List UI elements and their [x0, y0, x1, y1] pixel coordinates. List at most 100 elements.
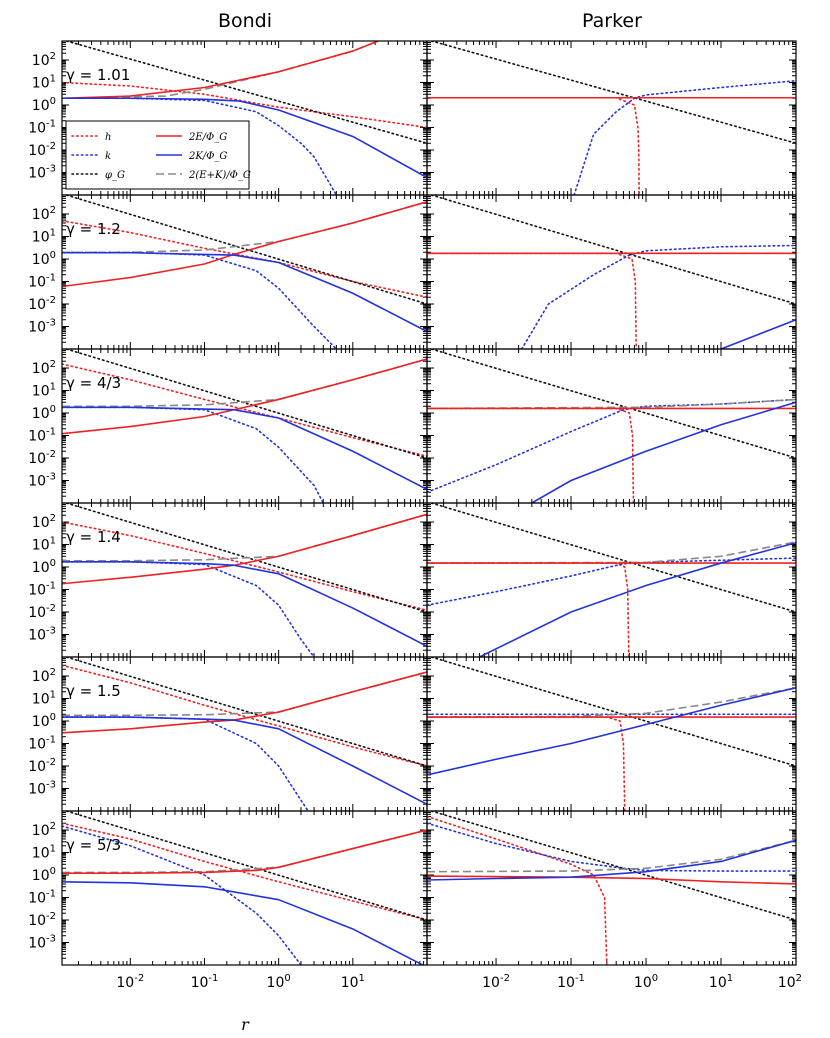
k-ratio-series: [62, 716, 427, 805]
h-series: [427, 815, 608, 965]
axes-frame: [426, 502, 797, 658]
phi-series: [63, 349, 427, 459]
phi-series: [63, 503, 427, 613]
y-tick-label: 102: [32, 667, 56, 685]
y-tick-label: 100: [32, 96, 56, 114]
curves: [427, 349, 796, 503]
y-tick-label: 10-2: [28, 141, 56, 159]
phi-series: [63, 811, 427, 921]
phi-series: [428, 811, 796, 921]
h-series: [427, 407, 635, 503]
y-tick-label: 10-2: [28, 911, 56, 929]
panel-bondi-row-5: 102 101 100 10-1 10-2 10-3 γ = 1.5: [28, 656, 428, 812]
k-ratio-series: [531, 401, 796, 503]
k-series: [427, 398, 796, 494]
x-tick-label: 10-2: [482, 973, 510, 991]
curves: [427, 41, 796, 195]
y-tick-label: 102: [32, 513, 56, 531]
x-tick-label: 100: [267, 973, 291, 991]
y-tick-label: 10-3: [28, 626, 56, 644]
axes-frame: [426, 40, 797, 196]
axes-frame: [426, 194, 797, 350]
e-ratio-series: [62, 829, 427, 875]
panel-parker-row-3: [426, 348, 797, 504]
y-tick-label: 102: [32, 51, 56, 69]
h-series: [427, 252, 638, 349]
y-tick-label: 101: [32, 690, 56, 708]
curves: [62, 811, 427, 965]
h-series: [62, 219, 427, 299]
y-tick-label: 10-1: [28, 735, 56, 753]
legend-label-k-series: k: [105, 151, 111, 162]
e-ratio-series: [62, 41, 379, 100]
k-ratio-series: [427, 839, 796, 881]
phi-series: [428, 41, 796, 145]
axes-frame: [426, 810, 797, 966]
phi-series: [428, 657, 796, 767]
x-tick-label: 101: [341, 973, 365, 991]
x-tick-label: 102: [778, 973, 802, 991]
y-tick-label: 101: [32, 228, 56, 246]
k-ratio-series: [62, 97, 427, 179]
y-tick-label: 10-3: [28, 934, 56, 952]
k-series: [62, 406, 325, 503]
legend-label-h-series: h: [105, 132, 111, 143]
y-tick-label: 100: [32, 558, 56, 576]
y-tick-label: 10-1: [28, 427, 56, 445]
k-series: [62, 251, 338, 349]
k-ratio-series: [62, 561, 427, 647]
y-tick-label: 102: [32, 821, 56, 839]
k-ratio-series: [720, 318, 796, 349]
h-series: [427, 562, 630, 657]
x-tick-label: 101: [709, 973, 733, 991]
y-tick-label: 102: [32, 205, 56, 223]
panel-parker-row-4: [426, 502, 797, 658]
panel-parker-row-1: [426, 40, 797, 196]
y-tick-label: 10-3: [28, 780, 56, 798]
gamma-label: γ = 1.2: [66, 220, 121, 238]
k-ratio-series: [62, 406, 427, 491]
legend: hk φ_G 2E/Φ_G 2K/Φ_G 2(E+K)/Φ_G: [65, 120, 251, 190]
x-tick-label: 10-2: [116, 973, 144, 991]
y-tick-label: 101: [32, 536, 56, 554]
curves: [62, 349, 427, 503]
y-tick-label: 10-3: [28, 318, 56, 336]
y-tick-label: 100: [32, 712, 56, 730]
panel-bondi-row-6: 102 101 100 10-1 10-2 10-3 γ = 5/3 10-2 10-1 100 1…: [28, 810, 428, 991]
gamma-label: γ = 5/3: [66, 836, 121, 854]
y-tick-label: 10-1: [28, 889, 56, 907]
x-tick-label: 100: [634, 973, 658, 991]
phi-series: [428, 503, 796, 613]
ek-ratio-series: [427, 398, 796, 410]
panel-bondi-row-4: 102 101 100 10-1 10-2 10-3 γ = 1.4: [28, 502, 428, 658]
phi-series: [63, 41, 427, 145]
k-ratio-series: [427, 687, 796, 776]
curves: [427, 503, 796, 657]
k-series: [427, 557, 796, 607]
y-tick-label: 10-2: [28, 757, 56, 775]
panel-bondi-row-2: 102 101 100 10-1 10-2 10-3 γ = 1.2: [28, 194, 428, 350]
h-series: [62, 521, 427, 612]
phi-series: [428, 349, 796, 459]
y-tick-label: 10-1: [28, 581, 56, 599]
panel-parker-row-2: [426, 194, 797, 350]
y-tick-label: 10-1: [28, 119, 56, 137]
e-ratio-series: [62, 201, 427, 288]
y-tick-label: 101: [32, 382, 56, 400]
e-ratio-series: [62, 358, 427, 435]
y-tick-label: 102: [32, 359, 56, 377]
legend-label-e-ratio-series: 2E/Φ_G: [188, 132, 227, 143]
y-tick-label: 100: [32, 250, 56, 268]
k-series: [427, 822, 796, 872]
h-series: [62, 664, 427, 767]
gamma-label: γ = 4/3: [66, 374, 121, 392]
gamma-label: γ = 1.4: [66, 528, 121, 546]
k-series: [520, 244, 796, 349]
y-tick-label: 10-1: [28, 273, 56, 291]
axes-frame: [61, 810, 428, 966]
y-tick-label: 10-3: [28, 472, 56, 490]
y-tick-label: 100: [32, 404, 56, 422]
curves: [427, 811, 796, 965]
panel-parker-row-5: [426, 656, 797, 812]
